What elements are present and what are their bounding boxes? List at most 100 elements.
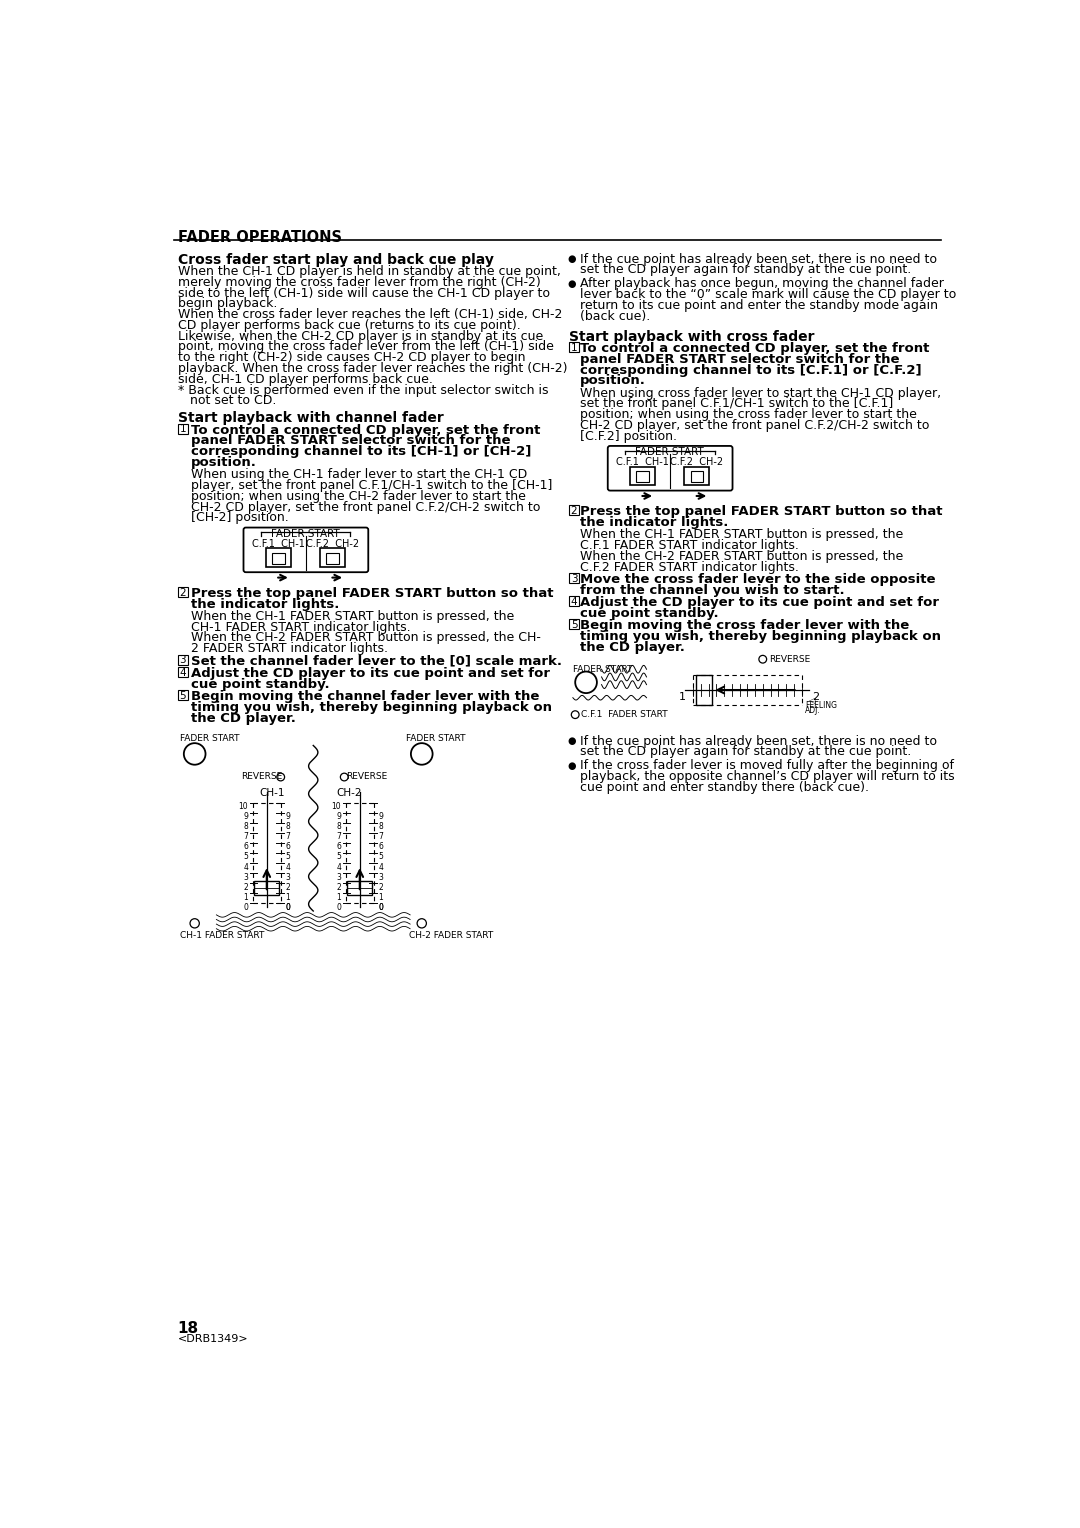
Bar	[569, 506, 579, 515]
Text: 1: 1	[243, 892, 248, 902]
Bar	[266, 549, 291, 567]
Bar	[569, 573, 579, 584]
Text: CH-1: CH-1	[259, 788, 284, 798]
Text: the indicator lights.: the indicator lights.	[580, 516, 728, 529]
Bar	[321, 549, 345, 567]
Text: 9: 9	[285, 813, 291, 822]
Text: timing you wish, thereby beginning playback on: timing you wish, thereby beginning playb…	[580, 630, 941, 643]
Text: playback, the opposite channel’s CD player will return to its: playback, the opposite channel’s CD play…	[580, 770, 955, 782]
Text: 7: 7	[285, 833, 291, 842]
Text: ●: ●	[567, 278, 576, 289]
Text: 1: 1	[336, 892, 341, 902]
Text: 5: 5	[336, 853, 341, 862]
Text: 3: 3	[378, 872, 383, 882]
Text: 4: 4	[285, 862, 291, 871]
Bar	[691, 471, 703, 483]
Text: 2: 2	[336, 883, 341, 891]
Text: timing you wish, thereby beginning playback on: timing you wish, thereby beginning playb…	[191, 701, 552, 714]
Text: 18: 18	[177, 1322, 199, 1337]
Text: 8: 8	[378, 822, 383, 831]
Text: 9: 9	[336, 813, 341, 822]
Text: FADER OPERATIONS: FADER OPERATIONS	[177, 229, 341, 244]
Text: 6: 6	[243, 842, 248, 851]
Text: 0: 0	[336, 903, 341, 912]
Text: position.: position.	[580, 374, 646, 387]
Text: CH-1 FADER START: CH-1 FADER START	[180, 931, 265, 940]
Text: 6: 6	[378, 842, 383, 851]
Text: cue point standby.: cue point standby.	[191, 678, 329, 691]
Text: the CD player.: the CD player.	[191, 712, 296, 724]
Text: Cross fader start play and back cue play: Cross fader start play and back cue play	[177, 252, 494, 267]
Text: 2: 2	[243, 883, 248, 891]
Text: 6: 6	[285, 842, 291, 851]
Text: 4: 4	[570, 597, 578, 607]
FancyBboxPatch shape	[608, 446, 732, 490]
Bar	[631, 466, 656, 486]
Text: C.F.1  FADER START: C.F.1 FADER START	[581, 711, 669, 720]
Text: FADER START: FADER START	[180, 733, 240, 743]
Text: 4: 4	[243, 862, 248, 871]
Text: 5: 5	[570, 620, 578, 630]
Text: FEELING: FEELING	[806, 701, 837, 711]
Text: C.F.2  CH-2: C.F.2 CH-2	[306, 539, 360, 549]
Text: CH-2 CD player, set the front panel C.F.2/CH-2 switch to: CH-2 CD player, set the front panel C.F.…	[191, 501, 540, 513]
Text: CD player performs back cue (returns to its cue point).: CD player performs back cue (returns to …	[177, 319, 521, 332]
Text: player, set the front panel C.F.1/CH-1 switch to the [CH-1]: player, set the front panel C.F.1/CH-1 s…	[191, 480, 552, 492]
Text: 3: 3	[285, 872, 291, 882]
Text: Move the cross fader lever to the side opposite: Move the cross fader lever to the side o…	[580, 573, 935, 585]
Text: CH-1 FADER START indicator lights.: CH-1 FADER START indicator lights.	[191, 620, 410, 634]
Text: Begin moving the channel fader lever with the: Begin moving the channel fader lever wit…	[191, 691, 539, 703]
Text: To control a connected CD player, set the front: To control a connected CD player, set th…	[580, 342, 929, 354]
Text: point, moving the cross fader lever from the left (CH-1) side: point, moving the cross fader lever from…	[177, 341, 554, 353]
Text: 3: 3	[570, 573, 578, 584]
Text: CH-2: CH-2	[337, 788, 362, 798]
Text: 5: 5	[179, 691, 186, 701]
Text: 8: 8	[336, 822, 341, 831]
Text: Likewise, when the CH-2 CD player is in standby at its cue: Likewise, when the CH-2 CD player is in …	[177, 330, 543, 342]
Text: 3: 3	[179, 656, 186, 665]
Bar	[569, 596, 579, 607]
Text: Set the channel fader lever to the [0] scale mark.: Set the channel fader lever to the [0] s…	[191, 654, 562, 668]
Text: 5: 5	[378, 853, 383, 862]
Text: When the CH-1 FADER START button is pressed, the: When the CH-1 FADER START button is pres…	[191, 610, 514, 623]
Text: 2: 2	[812, 692, 819, 701]
Text: If the cue point has already been set, there is no need to: If the cue point has already been set, t…	[580, 735, 936, 747]
Text: * Back cue is performed even if the input selector switch is: * Back cue is performed even if the inpu…	[177, 384, 549, 397]
Text: Adjust the CD player to its cue point and set for: Adjust the CD player to its cue point an…	[580, 596, 939, 610]
Text: position.: position.	[191, 455, 257, 469]
Text: set the front panel C.F.1/CH-1 switch to the [C.F.1]: set the front panel C.F.1/CH-1 switch to…	[580, 397, 893, 411]
Text: When the cross fader lever reaches the left (CH-1) side, CH-2: When the cross fader lever reaches the l…	[177, 309, 562, 321]
Text: side, CH-1 CD player performs back cue.: side, CH-1 CD player performs back cue.	[177, 373, 432, 385]
Bar	[685, 466, 710, 486]
Text: FADER START: FADER START	[406, 733, 465, 743]
Bar	[569, 342, 579, 351]
Text: 1: 1	[570, 342, 578, 353]
Bar	[272, 553, 284, 564]
Text: ◁: ◁	[808, 697, 814, 706]
Text: ADJ.: ADJ.	[806, 706, 821, 715]
Text: C.F.2 FADER START indicator lights.: C.F.2 FADER START indicator lights.	[580, 561, 799, 573]
Text: 1: 1	[678, 692, 686, 701]
Text: FADER START: FADER START	[271, 529, 340, 539]
Bar	[177, 654, 188, 665]
Text: 10: 10	[239, 802, 248, 811]
Text: 4: 4	[179, 668, 186, 678]
Text: return to its cue point and enter the standby mode again: return to its cue point and enter the st…	[580, 299, 937, 312]
Text: <DRB1349>: <DRB1349>	[177, 1334, 248, 1343]
Text: 6: 6	[336, 842, 341, 851]
Text: 0: 0	[243, 903, 248, 912]
Text: 1: 1	[285, 892, 291, 902]
Text: lever back to the “0” scale mark will cause the CD player to: lever back to the “0” scale mark will ca…	[580, 289, 956, 301]
Bar	[177, 691, 188, 700]
Text: 9: 9	[243, 813, 248, 822]
FancyBboxPatch shape	[243, 527, 368, 571]
Text: 7: 7	[378, 833, 383, 842]
Text: 0: 0	[285, 903, 291, 912]
Text: side to the left (CH-1) side will cause the CH-1 CD player to: side to the left (CH-1) side will cause …	[177, 287, 550, 299]
Text: Press the top panel FADER START button so that: Press the top panel FADER START button s…	[191, 587, 553, 601]
Text: 2: 2	[570, 506, 578, 516]
Text: When using the CH-1 fader lever to start the CH-1 CD: When using the CH-1 fader lever to start…	[191, 468, 527, 481]
Text: to the right (CH-2) side causes CH-2 CD player to begin: to the right (CH-2) side causes CH-2 CD …	[177, 351, 525, 364]
Text: [C.F.2] position.: [C.F.2] position.	[580, 429, 677, 443]
Text: panel FADER START selector switch for the: panel FADER START selector switch for th…	[580, 353, 900, 365]
